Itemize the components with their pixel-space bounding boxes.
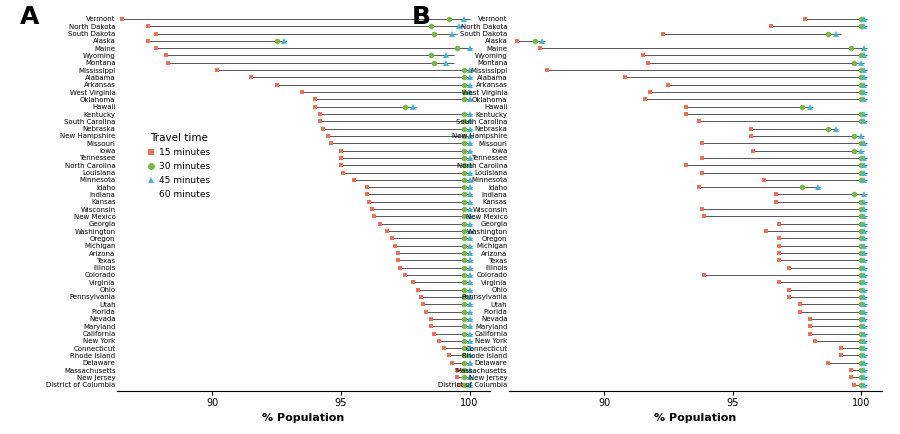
X-axis label: % Population: % Population xyxy=(654,413,736,423)
X-axis label: % Population: % Population xyxy=(263,413,345,423)
Legend: 15 minutes, 30 minutes, 45 minutes, 60 minutes: 15 minutes, 30 minutes, 45 minutes, 60 m… xyxy=(148,133,211,199)
Text: B: B xyxy=(412,6,431,30)
Text: A: A xyxy=(20,6,40,30)
